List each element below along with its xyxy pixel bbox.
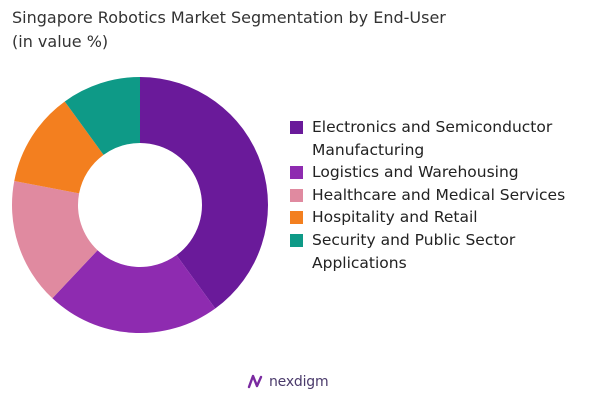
legend-item-2: Logistics and Warehousing xyxy=(290,161,590,184)
logo-text: nexdigm xyxy=(269,374,329,390)
legend-label: Hospitality and Retail xyxy=(312,208,478,227)
legend-swatch xyxy=(290,121,303,134)
legend-item-5: Security and Public Sector Applications xyxy=(290,229,590,274)
donut-slice-4 xyxy=(14,101,104,194)
legend-item-4: Hospitality and Retail xyxy=(290,206,590,229)
chart-title-line1: Singapore Robotics Market Segmentation b… xyxy=(12,8,446,27)
brand-logo: nexdigm xyxy=(246,372,329,392)
legend-item-1: Electronics and Semiconductor Manufactur… xyxy=(290,116,590,161)
legend-swatch xyxy=(290,188,303,202)
legend-item-3: Healthcare and Medical Services xyxy=(290,184,590,207)
legend-swatch xyxy=(290,233,303,247)
legend-swatch xyxy=(290,166,303,180)
legend-label: Healthcare and Medical Services xyxy=(312,185,566,204)
donut-slice-2 xyxy=(52,250,216,333)
chart-legend: Electronics and Semiconductor Manufactur… xyxy=(290,116,590,274)
legend-label: Security and Public Sector Applications xyxy=(312,230,516,272)
chart-title-line2: (in value %) xyxy=(12,32,109,51)
legend-label: Electronics and Semiconductor Manufactur… xyxy=(312,118,553,159)
donut-slice-3 xyxy=(11,181,98,299)
chart-title: Singapore Robotics Market Segmentation b… xyxy=(12,6,572,54)
legend-swatch xyxy=(290,211,303,225)
nexdigm-logo-icon xyxy=(247,374,263,389)
legend-label: Logistics and Warehousing xyxy=(312,163,519,182)
donut-slice-5 xyxy=(64,77,140,155)
donut-slice-1 xyxy=(140,77,268,309)
